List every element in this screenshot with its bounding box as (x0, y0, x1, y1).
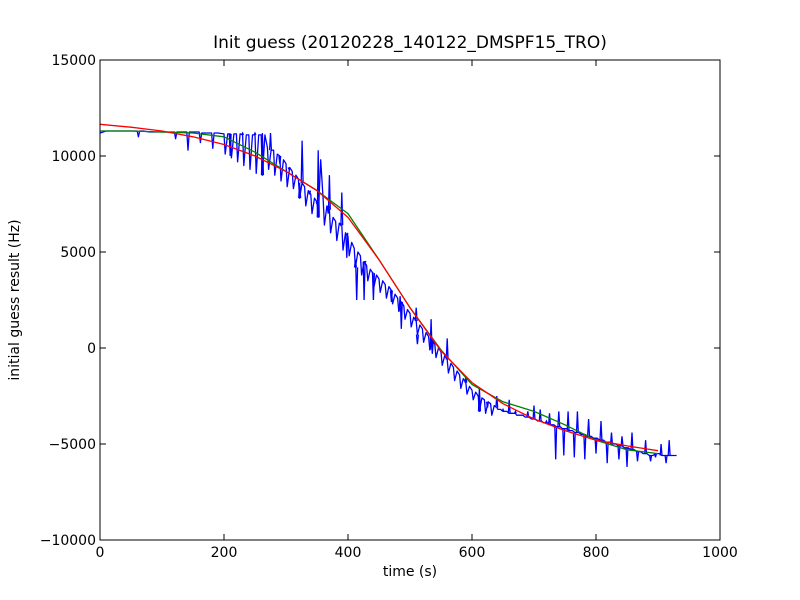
series-spike-0 (501, 407, 505, 412)
y-tick-label: 0 (87, 341, 96, 357)
y-axis: −10000 −5000 0 5000 10000 15000 (40, 53, 720, 549)
series-spike-0 (362, 261, 366, 301)
series-spike-0 (594, 438, 598, 454)
series-spike-0 (278, 155, 282, 164)
y-tick-label: 15000 (51, 53, 96, 69)
series-spike-0 (544, 419, 548, 424)
series-spike-0 (429, 319, 433, 350)
x-axis: 0 200 400 600 800 1000 (96, 60, 738, 561)
series-spike-0 (667, 440, 671, 456)
series-spike-0 (605, 442, 609, 464)
x-tick-label: 1000 (702, 545, 738, 561)
series-spike-0 (340, 192, 344, 226)
series-spike-0 (566, 411, 570, 431)
series-spike-0 (586, 418, 591, 437)
series-spike-0 (485, 401, 490, 408)
series-spike-0 (355, 267, 359, 301)
series-spike-0 (241, 131, 245, 136)
series-spike-0 (664, 455, 668, 464)
x-tick-label: 200 (211, 545, 238, 561)
x-tick-label: 400 (335, 545, 362, 561)
series-spike-0 (495, 395, 499, 408)
series-spike-0 (609, 432, 614, 445)
y-tick-label: −5000 (49, 437, 96, 453)
series-spike-0 (298, 182, 302, 199)
series-spike-0 (399, 301, 403, 329)
series-spike-0 (620, 436, 624, 446)
series-spike-0 (445, 338, 449, 360)
series-spike-0 (625, 447, 629, 468)
x-tick-label: 0 (96, 545, 105, 561)
series-spike-0 (316, 150, 320, 218)
chart-title: Init guess (20120228_140122_DMSPF15_TRO) (213, 33, 607, 53)
series-spike-0 (532, 405, 536, 420)
series-spike-0 (300, 140, 304, 183)
y-axis-label: initial guess result (Hz) (7, 219, 23, 380)
series-layer (100, 123, 677, 468)
series-spike-0 (507, 399, 511, 414)
y-tick-label: −10000 (40, 533, 96, 549)
series-spike-0 (415, 334, 420, 345)
series-spike-0 (562, 428, 566, 456)
series-spike-0 (353, 259, 358, 268)
series-spike-0 (228, 133, 232, 157)
series-spike-0 (307, 190, 312, 195)
series-spike-0 (635, 451, 640, 462)
x-tick-label: 600 (459, 545, 486, 561)
series-spike-0 (538, 409, 542, 422)
series-spike-0 (513, 409, 517, 414)
series-spike-0 (327, 175, 331, 210)
series-spike-0 (653, 453, 658, 458)
series-spike-0 (253, 131, 257, 136)
series-spike-0 (648, 455, 653, 462)
series-spike-0 (268, 132, 273, 151)
x-axis-label: time (s) (383, 564, 437, 580)
series-spike-0 (430, 340, 434, 354)
series-spike-0 (287, 167, 291, 171)
series-line-2 (100, 123, 659, 452)
plot-frame (99, 59, 721, 541)
series-spike-0 (659, 443, 663, 456)
series-spike-0 (371, 273, 376, 301)
series-spike-0 (547, 413, 552, 425)
series-spike-0 (575, 411, 579, 433)
x-tick-label: 800 (583, 545, 610, 561)
series-spike-0 (572, 432, 576, 458)
y-tick-label: 5000 (60, 245, 96, 261)
y-tick-label: 10000 (51, 149, 96, 165)
series-spike-0 (260, 132, 265, 176)
series-spike-0 (583, 434, 587, 460)
series-spike-0 (617, 445, 621, 460)
series-spike-0 (389, 290, 393, 302)
series-spike-0 (599, 420, 603, 441)
series-spike-0 (630, 432, 634, 450)
series-spike-0 (554, 426, 558, 460)
series-spike-0 (345, 232, 349, 258)
